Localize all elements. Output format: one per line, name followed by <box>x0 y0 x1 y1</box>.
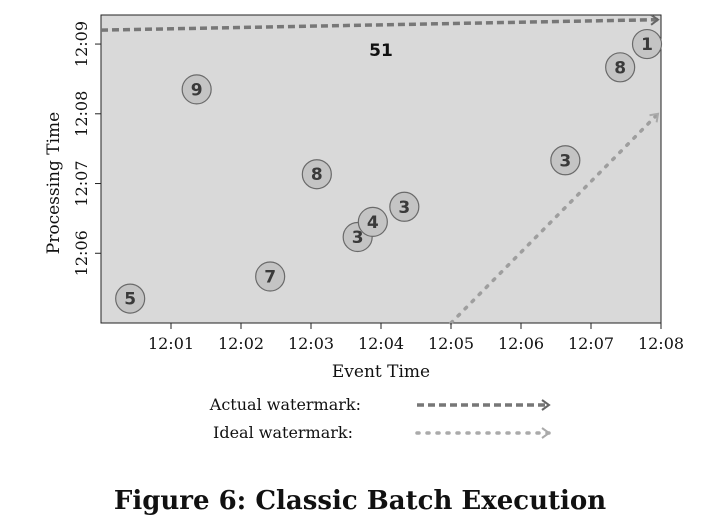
data-point: 7 <box>255 261 286 292</box>
actual-watermark-line <box>101 15 660 32</box>
figure-caption: Figure 6: Classic Batch Execution <box>113 486 607 516</box>
legend-label-actual: Actual watermark: <box>209 395 361 414</box>
data-point: 5 <box>115 283 146 314</box>
data-point-circle <box>115 283 146 314</box>
data-point-label: 3 <box>352 228 364 248</box>
data-point: 4 <box>357 206 388 237</box>
x-tick-label: 12:08 <box>638 334 684 353</box>
y-tick-label: 12:07 <box>72 160 91 206</box>
y-tick-label: 12:09 <box>72 21 91 67</box>
x-tick-label: 12:05 <box>428 334 474 353</box>
data-point-label: 8 <box>311 165 323 185</box>
y-axis-title: Processing Time <box>44 112 64 254</box>
data-point-circle <box>631 28 663 60</box>
data-point: 8 <box>301 159 332 190</box>
data-point-circle <box>605 52 636 83</box>
data-point: 3 <box>550 145 581 176</box>
y-tick-label: 12:06 <box>72 230 91 276</box>
sum-annotation: 51 <box>369 41 393 61</box>
x-tick-label: 12:06 <box>498 334 544 353</box>
data-point-label: 1 <box>641 35 653 55</box>
data-point-label: 4 <box>367 213 379 233</box>
x-axis-title: Event Time <box>332 362 430 382</box>
watermark-lines <box>101 15 660 325</box>
ideal-watermark-line <box>449 112 660 325</box>
y-tick-label: 12:08 <box>72 91 91 137</box>
x-tick-label: 12:03 <box>288 334 334 353</box>
data-point: 1 <box>631 28 663 60</box>
data-point-circle <box>389 191 420 222</box>
data-point-circle <box>301 159 332 190</box>
data-point: 9 <box>181 74 212 105</box>
data-point-label: 9 <box>191 80 203 100</box>
data-point-label: 3 <box>559 151 571 171</box>
axis-ticks: 12:01 12:02 12:03 12:04 12:05 12:06 12:07 12:08… <box>72 21 684 353</box>
data-point-label: 7 <box>264 268 276 288</box>
legend: Actual watermark: Ideal watermark: <box>209 395 551 442</box>
data-point-circle <box>255 261 286 292</box>
data-point-label: 5 <box>124 290 136 310</box>
data-point-circle <box>181 74 212 105</box>
x-tick-label: 12:01 <box>148 334 194 353</box>
x-tick-label: 12:02 <box>218 334 264 353</box>
data-point: 8 <box>605 52 636 83</box>
data-point-circle <box>357 206 388 237</box>
data-point: 3 <box>389 191 420 222</box>
x-tick-label: 12:04 <box>358 334 404 353</box>
data-point-label: 8 <box>614 58 626 78</box>
data-point-label: 3 <box>398 198 410 218</box>
legend-label-ideal: Ideal watermark: <box>213 423 353 442</box>
x-tick-label: 12:07 <box>568 334 614 353</box>
data-point-circle <box>550 145 581 176</box>
